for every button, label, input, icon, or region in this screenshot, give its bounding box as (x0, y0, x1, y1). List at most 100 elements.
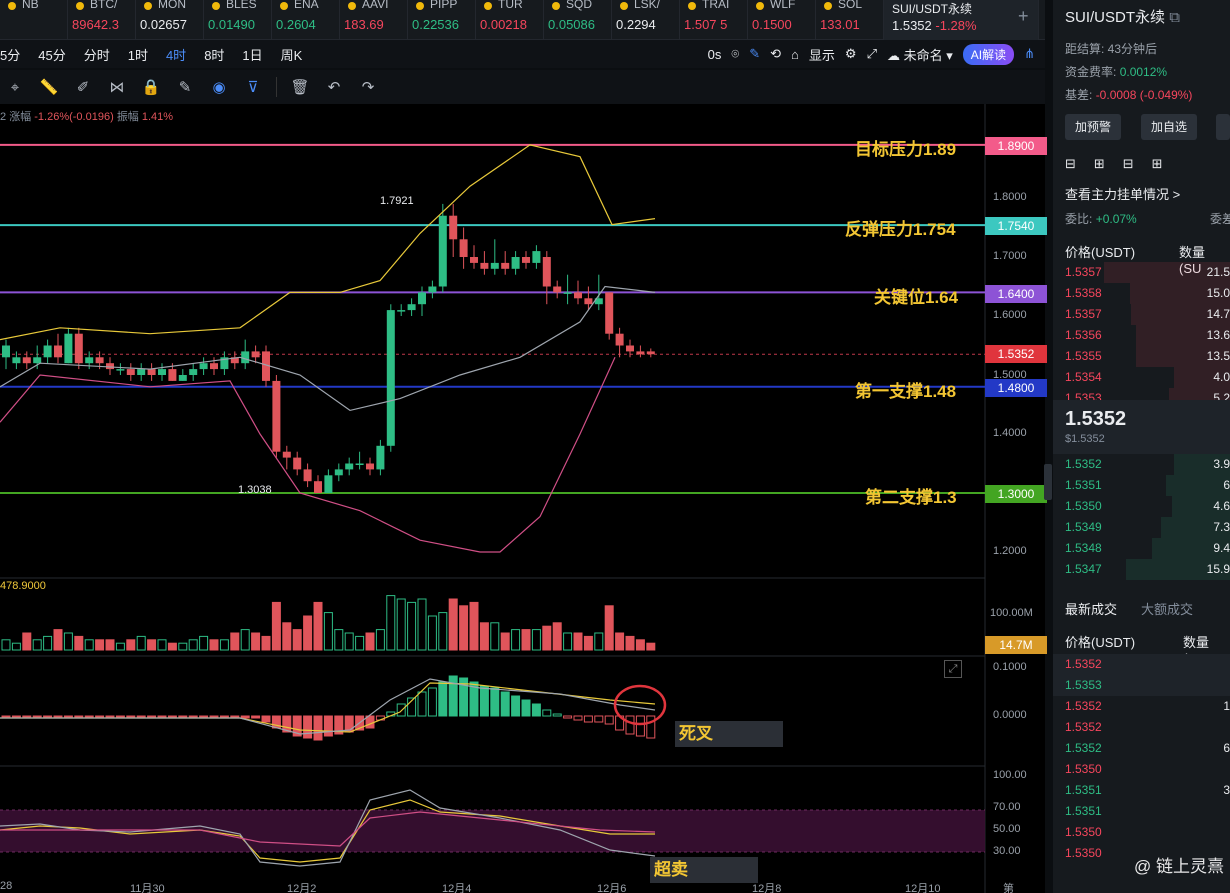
level-label: 第二支撑1.3 (865, 488, 957, 507)
magnet-icon[interactable]: ◉ (212, 79, 226, 96)
level-price-tag: 1.8900 (985, 137, 1047, 155)
more-button[interactable] (1216, 114, 1230, 140)
copy-icon[interactable]: ⧉ (1169, 9, 1180, 26)
collapse-handle[interactable] (1044, 464, 1052, 500)
timeframe-option[interactable]: 1日 (242, 47, 263, 63)
ticker-tab[interactable]: PIPP 0.22536 (408, 0, 476, 40)
timeframe-option[interactable]: 周K (280, 47, 303, 63)
ai-interpret-button[interactable]: AI解读 (962, 43, 1015, 65)
note-icon[interactable]: ✎ (178, 79, 192, 96)
trade-price: 1.5351 (1065, 783, 1102, 797)
ask-row[interactable]: 1.5355 13.5 (1053, 346, 1230, 367)
ask-row[interactable]: 1.5358 15.0 (1053, 283, 1230, 304)
ticker-tab[interactable]: SQD 0.05086 (544, 0, 612, 40)
ticker-tab[interactable]: BLES 0.01490 (204, 0, 272, 40)
y-axis-label: 1.8000 (993, 191, 1027, 203)
candle-body (636, 351, 645, 355)
volume-bar (375, 629, 385, 651)
trash-icon[interactable]: 🗑 (290, 79, 310, 96)
big-trades-tab[interactable]: 大额成交 (1141, 602, 1194, 617)
bid-row[interactable]: 1.5350 4.6 (1053, 496, 1230, 517)
candle-body (480, 262, 489, 269)
ticker-tab[interactable]: AAVI 183.69 (340, 0, 408, 40)
book-view-icons[interactable]: ⊟⊞⊟⊞ (1065, 156, 1181, 171)
fullscreen-icon[interactable]: ⤢ (866, 46, 877, 61)
ticker-tab[interactable]: MON 0.02657 (136, 0, 204, 40)
ticker-price: 0.02657 (140, 17, 187, 32)
timeframe-option[interactable]: 分时 (83, 47, 110, 63)
add-tab-icon[interactable]: + (1018, 6, 1029, 26)
ask-row[interactable]: 1.5356 13.6 (1053, 325, 1230, 346)
timeframe-option[interactable]: 45分 (38, 47, 66, 63)
filter-icon[interactable]: ⊽ (247, 79, 259, 96)
share-icon[interactable]: ⋔ (1024, 46, 1035, 61)
ticker-tab[interactable]: ENA 0.2604 (272, 0, 340, 40)
y-axis-label: 1.5000 (993, 369, 1027, 381)
depth-bar (1152, 538, 1230, 559)
refresh-interval[interactable]: 0s (707, 46, 722, 62)
latest-trades-tab[interactable]: 最新成交 (1065, 602, 1118, 617)
candle-body (646, 351, 655, 355)
bid-row[interactable]: 1.5347 15.9 (1053, 559, 1230, 580)
ticker-price: 183.69 (344, 17, 384, 32)
crosshair-icon[interactable]: ⌖ (10, 78, 20, 96)
timeframe-bar: 5分 45分 分时 1时 4时 8时 1日 周K 0s ⌾ ✎ ⟲ ⌂ 显示 ⚙ ⤢ ☁ 未命… (0, 40, 1045, 68)
ticker-tab[interactable]: LSK/0.2294 (612, 0, 680, 40)
funding-rate: 资金费率: 0.0012% (1065, 65, 1168, 79)
settings-icon[interactable]: ⚙ (844, 46, 857, 61)
bid-row[interactable]: 1.5351 6 (1053, 475, 1230, 496)
layout-select[interactable]: ☁ 未命名 ▾ (886, 47, 953, 63)
trade-price: 1.5352 (1065, 657, 1102, 671)
timeframe-option[interactable]: 5分 (0, 47, 21, 63)
candle-body (33, 357, 42, 364)
ticker-name: SOL (838, 0, 863, 11)
ask-row[interactable]: 1.5357 21.5 (1053, 262, 1230, 283)
active-ticker-tab[interactable]: SUI/USDT永续 1.5352 -1.28% (884, 0, 1039, 40)
camera-icon[interactable]: ⌾ (731, 46, 740, 61)
timeframe-option[interactable]: 1时 (127, 47, 148, 63)
ticker-tab[interactable]: WLF 0.1500 (748, 0, 816, 40)
ask-row[interactable]: 1.5354 4.0 (1053, 367, 1230, 388)
volume-bar (136, 635, 146, 651)
lock-icon[interactable]: 🔒 (141, 79, 161, 96)
add-alert-button[interactable]: 加预警 (1065, 114, 1122, 140)
candle-body (334, 469, 343, 476)
chart-options: 0s ⌾ ✎ ⟲ ⌂ 显示 ⚙ ⤢ ☁ 未命名 ▾ AI解读 ⋔ (708, 40, 1035, 68)
timeframe-option[interactable]: 8时 (204, 47, 225, 63)
trade-row: 1.5352 1 (1053, 696, 1230, 717)
bid-row[interactable]: 1.5352 3.9 (1053, 454, 1230, 475)
bid-row[interactable]: 1.5348 9.4 (1053, 538, 1230, 559)
ticker-name: ENA (294, 0, 319, 11)
volume-bar (84, 639, 94, 651)
macd-bar (552, 713, 562, 717)
ticker-name: BLES (226, 0, 257, 11)
ticker-tab[interactable]: TRAI 1.507 5 (680, 0, 748, 40)
pattern-icon[interactable]: ⋈ (109, 79, 125, 96)
volume-bar (646, 642, 656, 651)
add-favorite-button[interactable]: 加自选 (1141, 114, 1198, 140)
bid-row[interactable]: 1.5349 7.3 (1053, 517, 1230, 538)
display-button[interactable]: 显示 (808, 47, 835, 63)
pen-icon[interactable]: ✎ (749, 46, 761, 61)
x-axis-label: 12月4 (442, 883, 472, 893)
ask-row[interactable]: 1.5357 14.7 (1053, 304, 1230, 325)
redo-arrow-icon[interactable]: ↷ (361, 79, 375, 96)
layout-icon[interactable]: ⌂ (791, 46, 799, 62)
brush-icon[interactable]: ✐ (76, 79, 90, 96)
candle-body (178, 375, 187, 381)
ticker-tab[interactable]: NB (0, 0, 68, 40)
ticker-tab[interactable]: SOL 133.01 (816, 0, 884, 40)
ticker-tab[interactable]: BTC/89642.3 (68, 0, 136, 40)
ticker-tab[interactable]: TUR 0.00218 (476, 0, 544, 40)
expand-icon[interactable]: ⤢ (944, 660, 962, 678)
candlestick-chart[interactable] (0, 104, 1045, 893)
undo-arrow-icon[interactable]: ↶ (327, 79, 341, 96)
high-label: 1.7921 (380, 195, 414, 207)
main-force-link[interactable]: 查看主力挂单情况 > (1065, 187, 1181, 202)
candle-body (272, 380, 281, 452)
undo-icon[interactable]: ⟲ (770, 46, 782, 61)
timeframe-option[interactable]: 4时 (165, 47, 187, 63)
volume-bar (282, 622, 292, 651)
ruler-icon[interactable]: 📏 (39, 79, 59, 96)
macd-bar (438, 681, 448, 717)
